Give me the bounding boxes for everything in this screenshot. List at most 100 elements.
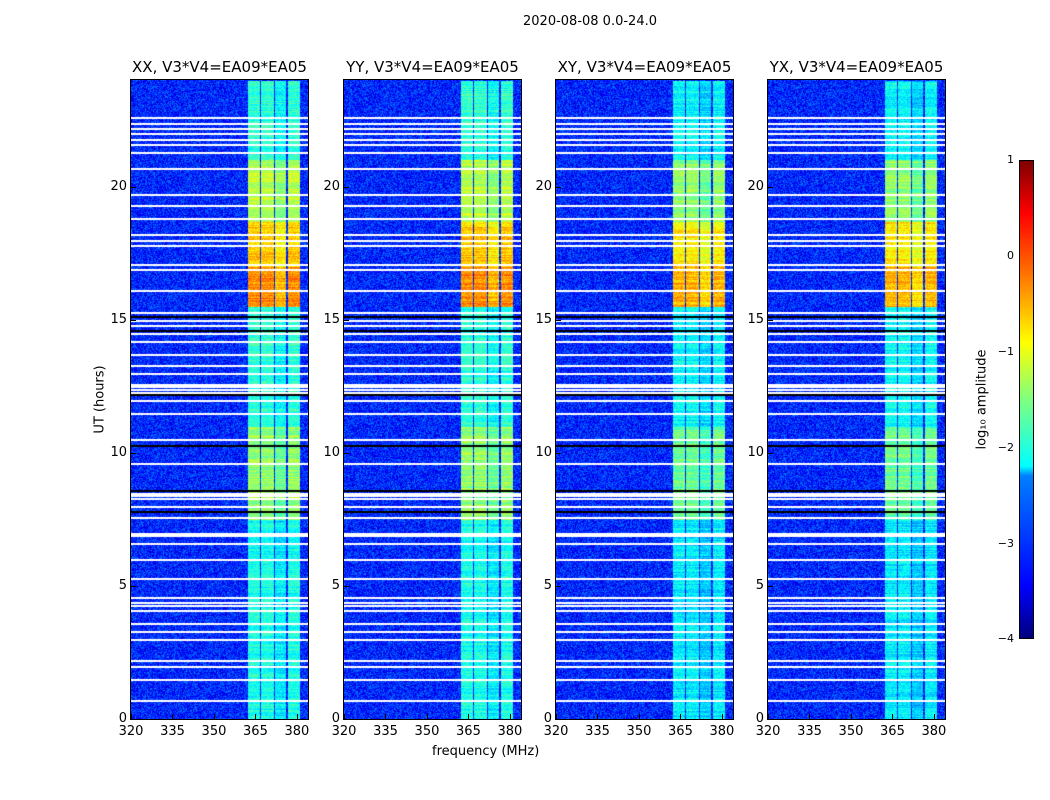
y-tick-label: 20 xyxy=(747,178,764,194)
x-tick-label: 320 xyxy=(331,724,357,739)
colorbar-label: log₁₀ amplitude xyxy=(974,349,990,450)
x-tick-mark xyxy=(213,714,215,719)
x-tick-label: 320 xyxy=(543,724,569,739)
x-tick-label: 365 xyxy=(456,724,481,739)
x-tick-label: 350 xyxy=(838,724,864,739)
panel-title: YX, V3*V4=EA09*EA05 xyxy=(769,58,944,76)
x-tick-label: 365 xyxy=(880,724,905,739)
panel-title: XY, V3*V4=EA09*EA05 xyxy=(557,58,732,76)
x-tick-mark xyxy=(850,714,852,719)
colorbar xyxy=(1019,160,1034,639)
y-tick-mark xyxy=(131,585,136,587)
x-tick-label: 350 xyxy=(626,724,652,739)
spectrogram-image xyxy=(555,79,734,720)
y-tick-label: 20 xyxy=(535,178,552,194)
y-tick-label: 15 xyxy=(110,311,127,327)
x-tick-mark xyxy=(597,714,599,719)
spectrogram-panel: XY, V3*V4=EA09*EA05 320 335 350 365 380 0 5 10 15… xyxy=(535,58,734,739)
x-tick-label: 335 xyxy=(585,724,610,739)
y-tick-mark xyxy=(556,186,561,188)
x-tick-mark xyxy=(426,714,428,719)
x-tick-mark xyxy=(933,714,935,719)
spectrogram-panel: YX, V3*V4=EA09*EA05 320 335 350 365 380 0 5 10 15… xyxy=(747,58,946,739)
x-tick-label: 380 xyxy=(497,724,523,739)
x-tick-mark xyxy=(768,714,769,719)
y-tick-mark xyxy=(344,452,349,454)
y-tick-mark xyxy=(768,452,773,454)
y-tick-label: 5 xyxy=(543,577,552,593)
x-tick-label: 350 xyxy=(201,724,227,739)
y-tick-label: 15 xyxy=(323,311,340,327)
y-tick-mark xyxy=(768,719,773,720)
x-tick-mark xyxy=(638,714,640,719)
y-tick-label: 20 xyxy=(323,178,340,194)
y-tick-label: 0 xyxy=(543,711,552,726)
y-tick-mark xyxy=(556,719,561,720)
y-tick-mark xyxy=(131,719,136,720)
x-tick-label: 320 xyxy=(118,724,144,739)
y-tick-mark xyxy=(556,585,561,587)
x-tick-mark xyxy=(344,714,345,719)
y-tick-mark xyxy=(768,319,773,321)
x-tick-mark xyxy=(385,714,387,719)
colorbar-tick: 0 xyxy=(1007,249,1014,262)
y-tick-label: 10 xyxy=(110,444,127,460)
figure-title: 2020-08-08 0.0-24.0 xyxy=(523,14,657,29)
x-tick-mark xyxy=(680,714,682,719)
y-tick-mark xyxy=(556,319,561,321)
x-tick-label: 335 xyxy=(797,724,822,739)
colorbar-tick: 1 xyxy=(1007,153,1014,166)
x-tick-label: 350 xyxy=(414,724,440,739)
x-axis-label: frequency (MHz) xyxy=(432,744,540,759)
y-tick-mark xyxy=(344,186,349,188)
colorbar-tick: −1 xyxy=(997,345,1014,358)
y-tick-label: 5 xyxy=(118,577,127,593)
y-tick-label: 0 xyxy=(331,711,340,726)
x-tick-mark xyxy=(892,714,894,719)
y-tick-mark xyxy=(344,319,349,321)
spectrogram-image xyxy=(343,79,522,720)
x-tick-mark xyxy=(556,714,557,719)
x-tick-label: 380 xyxy=(709,724,735,739)
y-tick-label: 15 xyxy=(747,311,764,327)
x-tick-label: 365 xyxy=(243,724,268,739)
y-tick-label: 10 xyxy=(747,444,764,460)
y-tick-mark xyxy=(344,585,349,587)
x-tick-mark xyxy=(296,714,298,719)
y-tick-mark xyxy=(768,585,773,587)
x-tick-label: 335 xyxy=(373,724,398,739)
x-tick-mark xyxy=(721,714,723,719)
y-axis-label: UT (hours) xyxy=(92,365,108,434)
x-tick-mark xyxy=(809,714,811,719)
x-tick-mark xyxy=(509,714,511,719)
y-tick-label: 10 xyxy=(535,444,552,460)
colorbar-tick: −2 xyxy=(997,441,1014,454)
y-tick-mark xyxy=(131,452,136,454)
y-tick-label: 0 xyxy=(755,711,764,726)
spectrogram-image xyxy=(767,79,946,720)
y-tick-mark xyxy=(131,186,136,188)
y-tick-label: 0 xyxy=(118,711,127,726)
y-tick-label: 5 xyxy=(755,577,764,593)
y-tick-label: 15 xyxy=(535,311,552,327)
x-tick-mark xyxy=(131,714,132,719)
spectrogram-panel: XX, V3*V4=EA09*EA05 320 335 350 365 380 0 5 10 15… xyxy=(110,58,309,739)
x-tick-label: 380 xyxy=(921,724,947,739)
y-tick-label: 20 xyxy=(110,178,127,194)
x-tick-label: 380 xyxy=(284,724,310,739)
y-tick-label: 5 xyxy=(331,577,340,593)
colorbar-tick: −4 xyxy=(997,632,1014,645)
colorbar-tick: −3 xyxy=(997,537,1014,550)
y-tick-label: 10 xyxy=(323,444,340,460)
y-tick-mark xyxy=(344,719,349,720)
x-tick-label: 335 xyxy=(160,724,185,739)
x-tick-label: 320 xyxy=(755,724,781,739)
x-tick-mark xyxy=(255,714,257,719)
y-tick-mark xyxy=(768,186,773,188)
panel-title: YY, V3*V4=EA09*EA05 xyxy=(346,58,519,76)
spectrogram-image xyxy=(130,79,309,720)
x-tick-mark xyxy=(468,714,470,719)
y-tick-mark xyxy=(556,452,561,454)
x-tick-mark xyxy=(172,714,174,719)
